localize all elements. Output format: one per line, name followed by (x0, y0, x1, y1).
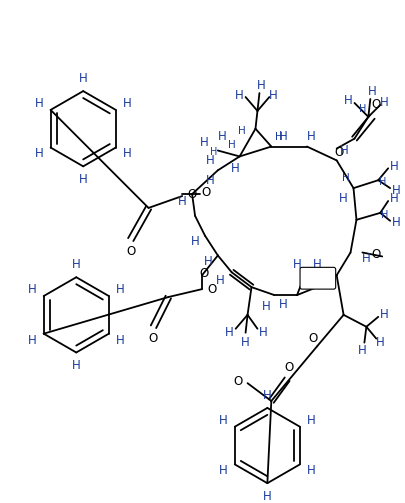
Text: H: H (275, 132, 282, 142)
Text: H: H (35, 147, 44, 160)
Text: H: H (234, 89, 243, 102)
Text: H: H (35, 97, 44, 110)
Text: O: O (207, 283, 216, 296)
Text: O: O (201, 186, 210, 199)
Text: H: H (177, 196, 186, 208)
Text: O: O (187, 188, 196, 201)
Text: H: H (225, 326, 234, 339)
Text: H: H (389, 160, 397, 173)
Text: H: H (258, 326, 267, 339)
Text: H: H (391, 216, 399, 229)
Text: O: O (199, 267, 208, 280)
Text: H: H (379, 308, 388, 321)
Text: H: H (72, 258, 81, 271)
Text: H: H (379, 210, 387, 220)
Text: O: O (284, 361, 293, 374)
Text: H: H (199, 136, 208, 149)
Text: H: H (320, 279, 328, 292)
Text: H: H (379, 97, 388, 110)
Text: O: O (371, 99, 380, 112)
Text: H: H (72, 359, 81, 372)
Text: H: H (210, 147, 217, 157)
Text: H: H (278, 130, 287, 143)
Text: H: H (261, 300, 270, 313)
Text: H: H (79, 72, 87, 85)
Text: H: H (256, 78, 265, 92)
Text: H: H (339, 144, 348, 157)
Text: H: H (341, 173, 349, 183)
Text: O: O (371, 248, 380, 261)
Text: H: H (231, 162, 239, 175)
Text: H: H (28, 333, 37, 347)
Text: H: H (306, 130, 315, 143)
Text: H: H (357, 344, 366, 357)
Text: H: H (115, 333, 124, 347)
Text: H: H (312, 258, 320, 271)
Text: H: H (79, 173, 87, 186)
Text: H: H (227, 139, 235, 149)
Text: H: H (358, 104, 365, 114)
Text: H: H (215, 274, 224, 287)
Text: H: H (115, 283, 124, 296)
Text: H: H (241, 336, 249, 349)
Text: H: H (268, 89, 277, 102)
Text: H: H (28, 283, 37, 296)
Text: H: H (361, 252, 370, 265)
Text: H: H (391, 184, 399, 197)
Text: H: H (122, 147, 131, 160)
Text: H: H (389, 192, 397, 205)
Text: O: O (307, 332, 317, 345)
Text: H: H (262, 388, 271, 401)
Text: H: H (205, 154, 214, 167)
Text: H: H (205, 174, 214, 187)
Text: H: H (306, 414, 315, 427)
Text: Abs: Abs (307, 267, 326, 277)
Text: O: O (232, 375, 242, 388)
Text: H: H (219, 464, 228, 477)
Text: H: H (375, 336, 384, 349)
Text: O: O (333, 146, 343, 159)
Text: H: H (367, 85, 376, 98)
FancyBboxPatch shape (299, 267, 335, 289)
Text: H: H (339, 192, 347, 205)
Text: O: O (126, 245, 135, 258)
Text: H: H (217, 130, 226, 143)
Text: H: H (278, 298, 287, 311)
Text: H: H (343, 95, 352, 108)
Text: H: H (292, 258, 301, 271)
Text: H: H (306, 464, 315, 477)
Text: H: H (219, 414, 228, 427)
Text: H: H (237, 126, 245, 136)
Text: O: O (149, 332, 158, 345)
Text: H: H (203, 255, 212, 268)
Text: H: H (122, 97, 131, 110)
Text: H: H (190, 235, 199, 248)
Text: H: H (377, 177, 385, 187)
Text: H: H (322, 273, 330, 286)
Text: H: H (262, 489, 271, 502)
